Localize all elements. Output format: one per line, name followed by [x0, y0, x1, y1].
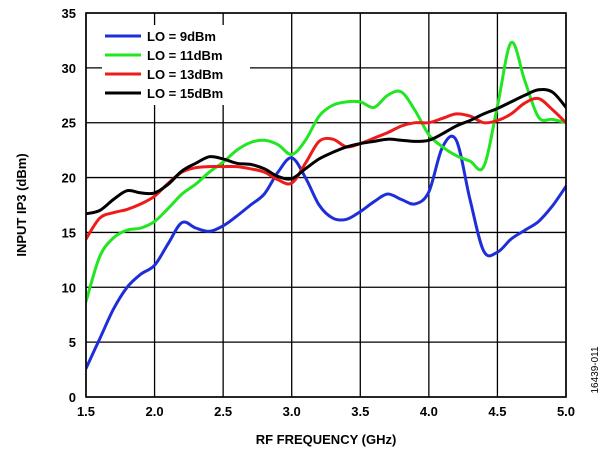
x-tick-label: 2.0	[146, 404, 164, 419]
legend-label: LO = 11dBm	[147, 48, 223, 63]
y-tick-label: 20	[62, 171, 76, 186]
x-tick-label: 5.0	[557, 404, 575, 419]
legend-label: LO = 9dBm	[147, 29, 216, 44]
x-tick-label: 3.5	[351, 404, 369, 419]
y-tick-label: 30	[62, 61, 76, 76]
x-tick-label: 3.0	[283, 404, 301, 419]
figure-id: 16439-011	[590, 346, 601, 394]
legend-label: LO = 13dBm	[147, 67, 223, 82]
plot-frame	[85, 12, 567, 398]
y-axis-label: INPUT IP3 (dBm)	[14, 153, 29, 256]
x-axis-label: RF FREQUENCY (GHz)	[256, 432, 397, 447]
series-line-1	[86, 134, 566, 370]
y-tick-label: 15	[62, 225, 76, 240]
x-tick-label: 4.0	[420, 404, 438, 419]
legend: LO = 9dBm LO = 11dBm LO = 13dBm LO = 15dBm	[102, 25, 250, 105]
tick-labels: 1.5 2.0 2.5 3.0 3.5 4.0 4.5 5.0 0 5 10 15 20 25 30 35	[62, 6, 576, 419]
legend-label: LO = 15dBm	[147, 86, 223, 101]
y-tick-label: 35	[62, 6, 76, 21]
x-tick-label: 4.5	[488, 404, 506, 419]
series-line-4	[86, 88, 566, 216]
x-tick-label: 2.5	[214, 404, 232, 419]
series-lines	[86, 41, 566, 370]
y-tick-label: 5	[69, 335, 76, 350]
x-tick-label: 1.5	[77, 404, 95, 419]
series-line-2	[86, 41, 566, 303]
y-tick-label: 25	[62, 116, 76, 131]
y-tick-label: 10	[62, 280, 76, 295]
y-tick-label: 0	[69, 390, 76, 405]
